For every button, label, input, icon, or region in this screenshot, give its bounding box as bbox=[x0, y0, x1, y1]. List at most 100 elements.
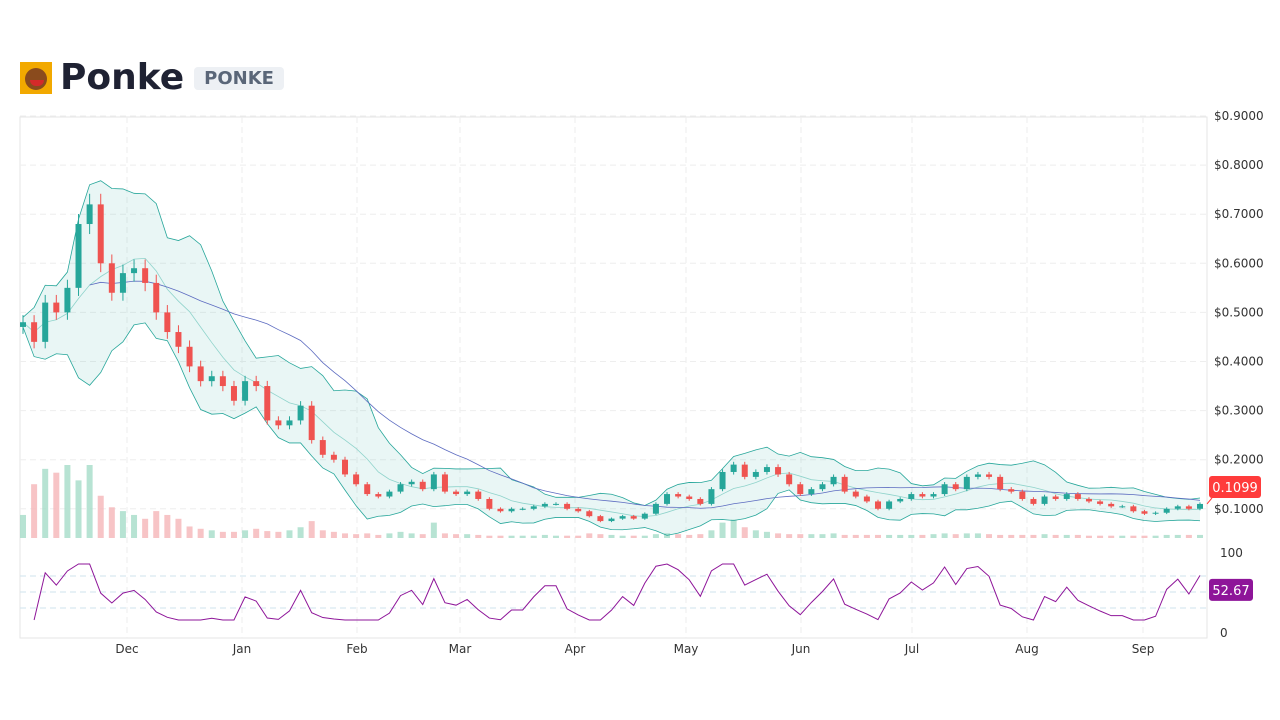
candle-body bbox=[419, 481, 426, 490]
volume-bar bbox=[641, 535, 648, 538]
candle-body bbox=[131, 268, 138, 274]
candle-body bbox=[342, 459, 349, 475]
candle-body bbox=[1163, 508, 1170, 513]
volume-bar bbox=[1141, 535, 1148, 538]
volume-bar bbox=[652, 534, 659, 538]
volume-bar bbox=[730, 519, 737, 538]
volume-bar bbox=[1163, 534, 1170, 538]
volume-bar bbox=[208, 530, 215, 538]
volume-bar bbox=[20, 514, 26, 538]
volume-bar bbox=[430, 522, 437, 538]
volume-bar bbox=[564, 535, 571, 538]
volume-bar bbox=[841, 534, 848, 538]
candle-body bbox=[730, 464, 737, 472]
volume-bar bbox=[741, 527, 748, 538]
candle-body bbox=[330, 454, 337, 460]
volume-bar bbox=[874, 534, 881, 538]
candle-body bbox=[808, 489, 815, 495]
candle-body bbox=[1141, 511, 1148, 514]
volume-bar bbox=[219, 531, 226, 538]
x-tick-label: Jan bbox=[232, 642, 252, 656]
candle-body bbox=[397, 484, 404, 492]
volume-bar bbox=[930, 534, 937, 538]
rsi-value-badge bbox=[1209, 578, 1253, 601]
volume-bar bbox=[131, 514, 138, 538]
candle-body bbox=[708, 489, 715, 504]
x-tick-label: Apr bbox=[565, 642, 586, 656]
candle-body bbox=[275, 420, 282, 426]
candle-body bbox=[564, 503, 571, 509]
volume-bar bbox=[264, 531, 271, 538]
rsi-tick-label: 0 bbox=[1220, 626, 1228, 640]
candle-body bbox=[108, 263, 115, 293]
candle-body bbox=[264, 386, 271, 421]
volume-bar bbox=[886, 534, 893, 538]
volume-bar bbox=[830, 533, 837, 538]
volume-bar bbox=[386, 533, 393, 538]
volume-bar bbox=[31, 484, 38, 538]
candle-body bbox=[1097, 501, 1104, 504]
volume-bar bbox=[1085, 535, 1092, 538]
candle-body bbox=[308, 405, 315, 441]
candle-body bbox=[297, 405, 304, 421]
candle-body bbox=[375, 494, 382, 497]
volume-bar bbox=[819, 534, 826, 538]
volume-bar bbox=[397, 531, 404, 538]
candle-body bbox=[464, 491, 471, 495]
volume-bar bbox=[186, 526, 193, 538]
candle-body bbox=[930, 494, 937, 497]
candle-body bbox=[1197, 503, 1203, 509]
candle-body bbox=[830, 476, 837, 485]
candle-body bbox=[508, 508, 515, 512]
volume-bar bbox=[852, 534, 859, 538]
volume-bar bbox=[486, 535, 493, 538]
ticker-badge: PONKE bbox=[194, 66, 284, 90]
candle-body bbox=[519, 508, 526, 510]
candle-body bbox=[230, 386, 237, 401]
x-tick-label: Jul bbox=[904, 642, 919, 656]
candle-body bbox=[575, 508, 582, 512]
volume-bar bbox=[1030, 534, 1037, 538]
volume-bar bbox=[253, 528, 260, 538]
candle-body bbox=[208, 376, 215, 382]
volume-bar bbox=[330, 531, 337, 538]
candle-body bbox=[863, 496, 870, 502]
candle-body bbox=[641, 513, 648, 519]
volume-bar bbox=[752, 530, 759, 538]
candle-body bbox=[20, 322, 26, 327]
volume-bar bbox=[42, 468, 49, 538]
volume-bar bbox=[519, 535, 526, 538]
volume-bar bbox=[863, 534, 870, 538]
volume-bar bbox=[275, 531, 282, 538]
price-tick-label: $0.6000 bbox=[1214, 256, 1264, 270]
volume-bar bbox=[974, 533, 981, 538]
volume-bar bbox=[1119, 535, 1126, 538]
candle-body bbox=[1108, 503, 1115, 507]
price-tick-label: $0.2000 bbox=[1214, 453, 1264, 467]
volume-bar bbox=[986, 534, 993, 538]
candle-body bbox=[1074, 494, 1081, 499]
volume-bar bbox=[1152, 535, 1159, 538]
candle-body bbox=[675, 494, 682, 497]
volume-bar bbox=[963, 533, 970, 538]
candle-body bbox=[319, 440, 326, 455]
volume-bar bbox=[608, 534, 615, 538]
price-tick-label: $0.1000 bbox=[1214, 502, 1264, 516]
candle-body bbox=[430, 474, 437, 490]
volume-bar bbox=[242, 530, 249, 538]
candle-body bbox=[652, 503, 659, 514]
volume-bar bbox=[297, 527, 304, 538]
candle-body bbox=[630, 516, 637, 519]
candle-body bbox=[75, 224, 82, 288]
candle-body bbox=[1063, 494, 1070, 499]
candle-body bbox=[664, 494, 671, 504]
volume-bar bbox=[86, 465, 93, 538]
candle-body bbox=[1152, 512, 1159, 514]
candle-body bbox=[197, 366, 204, 382]
candle-body bbox=[441, 474, 448, 492]
candle-body bbox=[819, 484, 826, 490]
volume-bar bbox=[941, 533, 948, 538]
volume-bar bbox=[919, 534, 926, 538]
bollinger-lower bbox=[22, 322, 1201, 536]
